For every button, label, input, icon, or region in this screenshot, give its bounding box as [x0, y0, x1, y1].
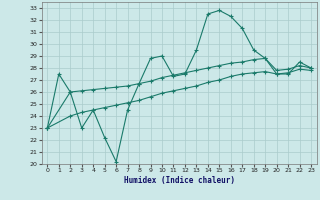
X-axis label: Humidex (Indice chaleur): Humidex (Indice chaleur)	[124, 176, 235, 185]
